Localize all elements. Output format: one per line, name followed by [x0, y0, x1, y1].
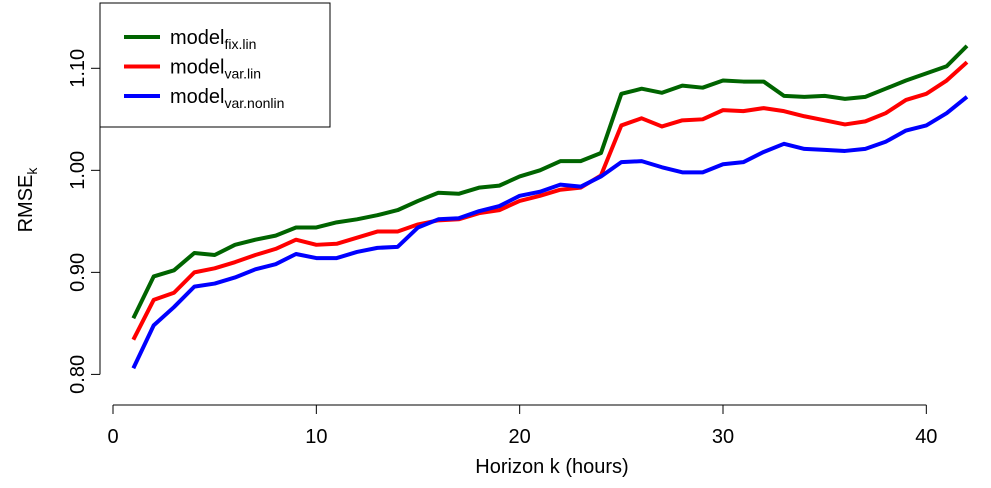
legend-name: model: [170, 27, 224, 49]
y-label-base: RMSE: [15, 175, 37, 233]
series-line: [131, 60, 969, 341]
legend-label: modelvar.lin: [170, 57, 261, 82]
x-tick-label: 0: [107, 426, 118, 448]
legend-subscript: var.nonlin: [224, 95, 284, 111]
y-tick-label: 0.80: [67, 355, 89, 394]
series-line: [131, 44, 969, 320]
y-tick-label: 0.90: [67, 253, 89, 292]
y-tick-label: 1.10: [67, 49, 89, 88]
x-tick-label: 40: [915, 426, 937, 448]
x-tick-label: 10: [305, 426, 327, 448]
legend-name: model: [170, 57, 224, 79]
y-tick-label: 1.00: [67, 151, 89, 190]
legend-label: modelfix.lin: [170, 27, 256, 52]
y-label-sub: k: [24, 167, 40, 175]
x-tick-label: 20: [509, 426, 531, 448]
series-line: [131, 95, 969, 370]
legend-subscript: var.lin: [224, 66, 261, 82]
legend-subscript: fix.lin: [224, 36, 256, 52]
y-axis-label: RMSEk: [15, 167, 40, 233]
x-tick-label: 30: [712, 426, 734, 448]
legend-name: model: [170, 86, 224, 108]
x-axis-label: Horizon k (hours): [475, 456, 628, 478]
legend-label: modelvar.nonlin: [170, 86, 284, 111]
